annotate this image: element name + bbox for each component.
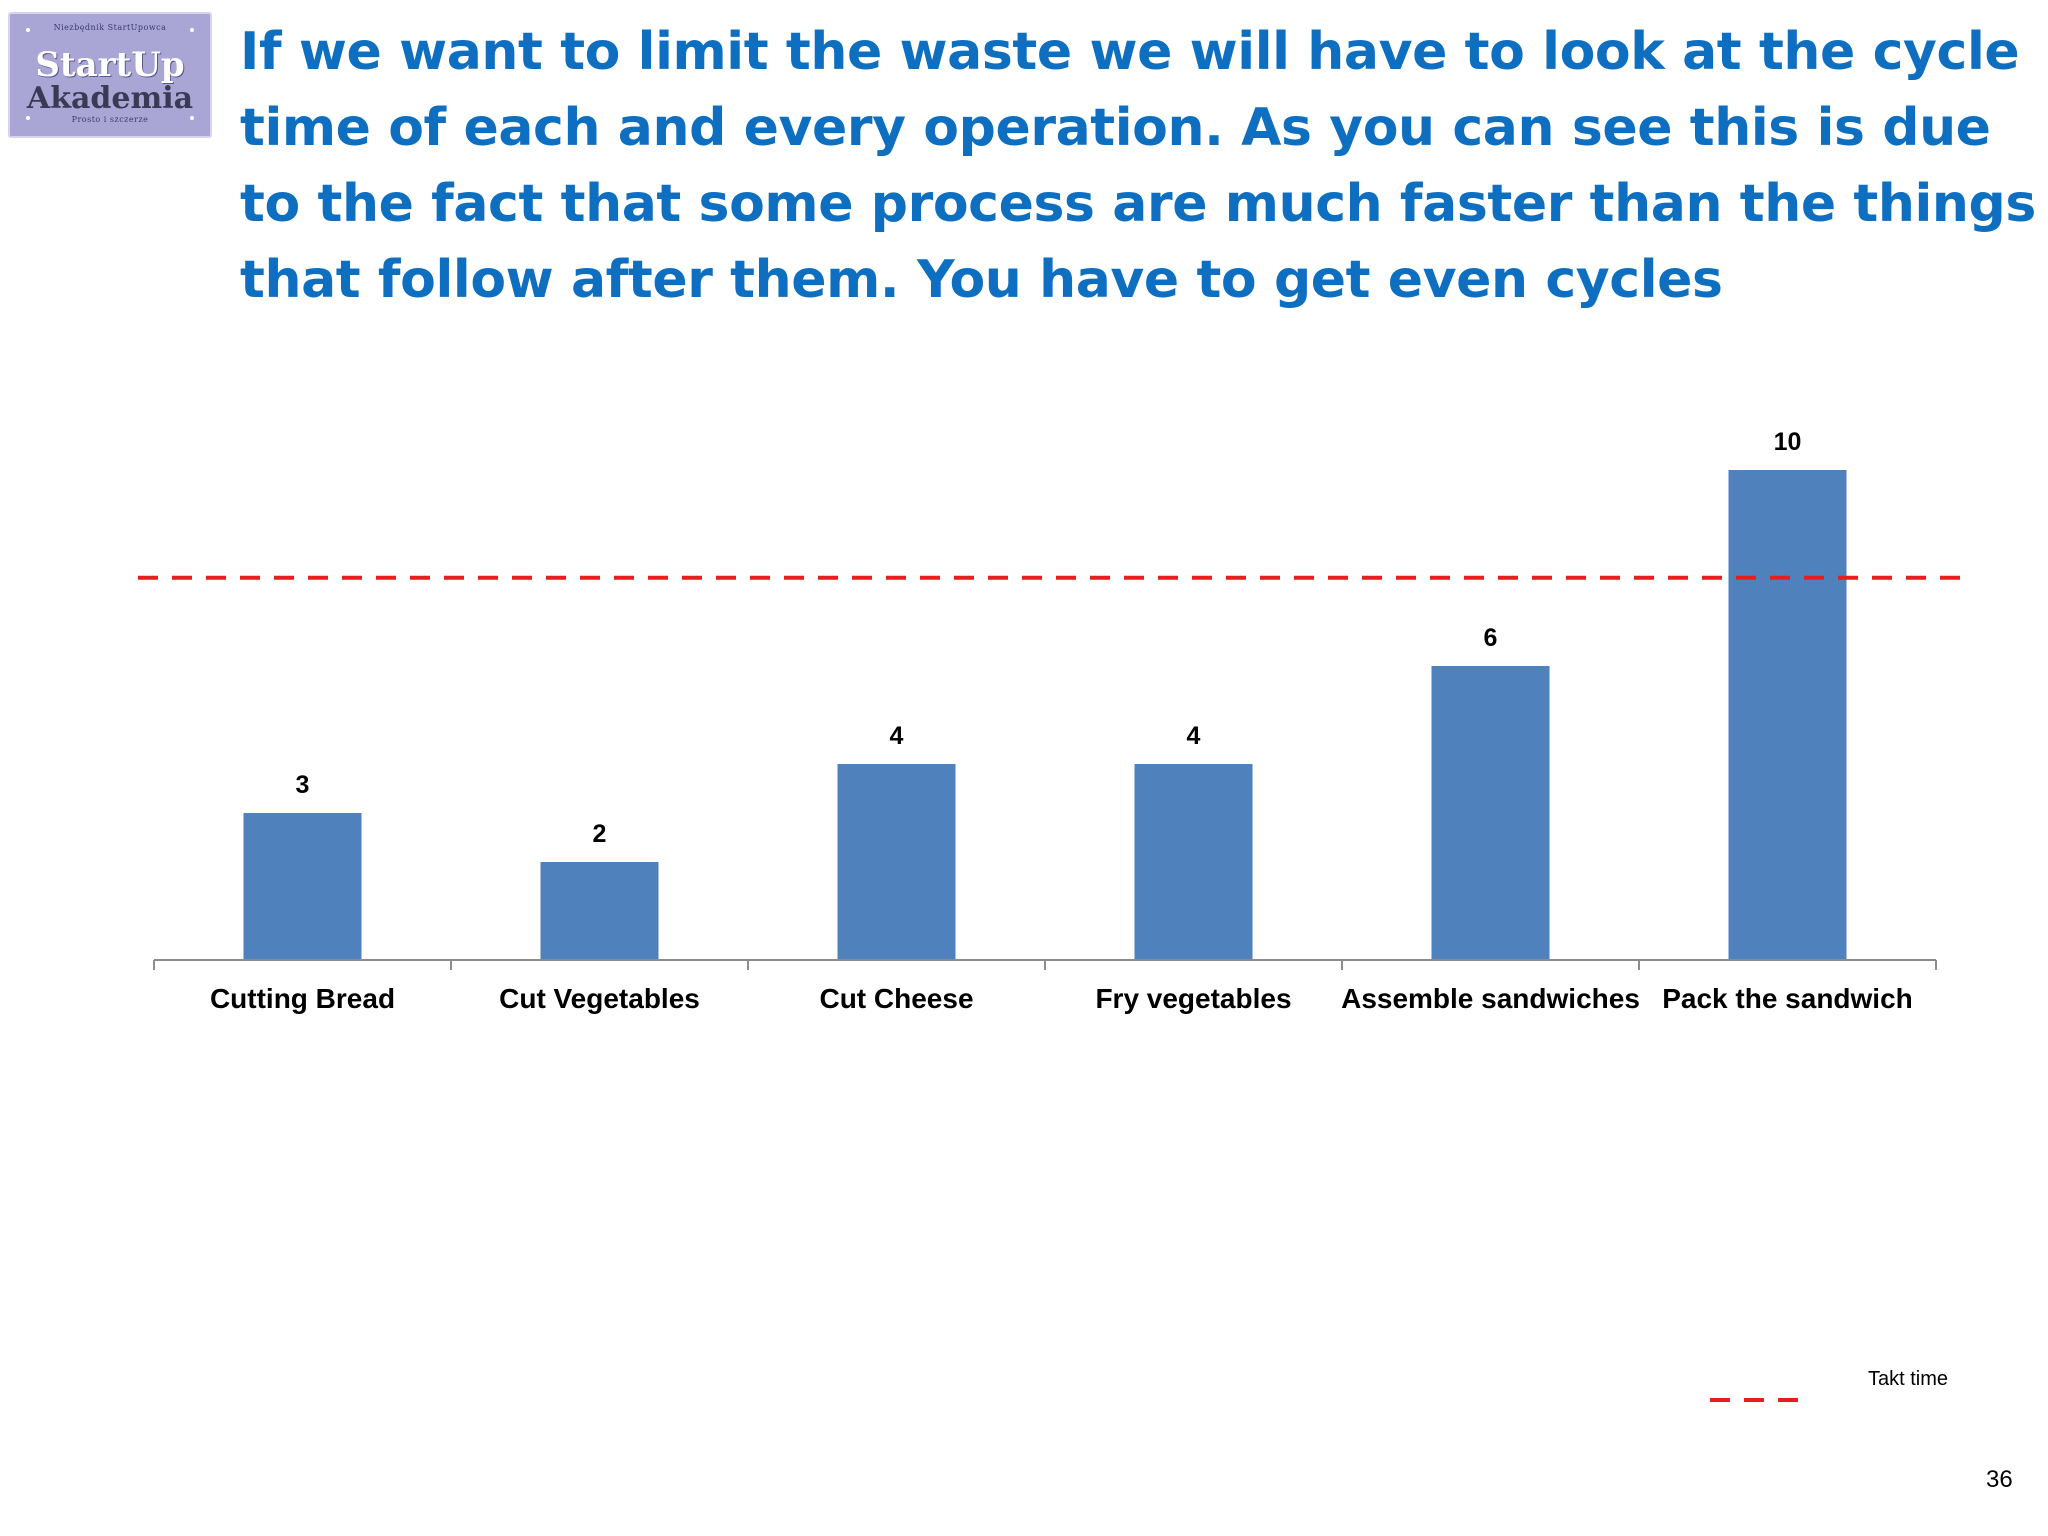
data-label-cut-vegetables: 2 — [593, 820, 607, 848]
slide-title: If we want to limit the waste we will ha… — [240, 22, 2036, 310]
bar-cut-cheese — [837, 764, 956, 960]
logo-line-startup: StartUp — [35, 45, 185, 85]
page-number: 36 — [1986, 1466, 2013, 1493]
legend-takt-time-label: Takt time — [1868, 1368, 1949, 1390]
data-label-fry-vegetables: 4 — [1187, 722, 1201, 750]
bar-cut-vegetables — [540, 862, 659, 960]
data-label-cutting-bread: 3 — [296, 771, 310, 799]
data-label-pack-the-sandwich: 10 — [1774, 428, 1802, 456]
category-label-cut-vegetables: Cut Vegetables — [499, 983, 700, 1014]
bar-fry-vegetables — [1134, 764, 1253, 960]
data-label-assemble-sandwiches: 6 — [1484, 624, 1498, 652]
category-label-pack-the-sandwich: Pack the sandwich — [1662, 983, 1913, 1014]
data-label-cut-cheese: 4 — [890, 722, 904, 750]
category-label-fry-vegetables: Fry vegetables — [1095, 983, 1291, 1014]
category-label-cut-cheese: Cut Cheese — [819, 983, 973, 1014]
bar-cutting-bread — [243, 813, 362, 960]
logo-line-akademia: Akademia — [26, 81, 194, 116]
category-label-assemble-sandwiches: Assemble sandwiches — [1341, 983, 1640, 1014]
logo-top-text: Niezbędnik StartUpowca — [53, 23, 167, 32]
category-label-cutting-bread: Cutting Bread — [210, 983, 395, 1014]
bar-assemble-sandwiches — [1431, 666, 1550, 960]
logo-bottom-text: Prosto i szczerze — [71, 115, 149, 124]
startup-akademia-logo: Niezbędnik StartUpowca StartUp Akademia … — [8, 12, 212, 138]
bar-pack-the-sandwich — [1728, 470, 1847, 960]
